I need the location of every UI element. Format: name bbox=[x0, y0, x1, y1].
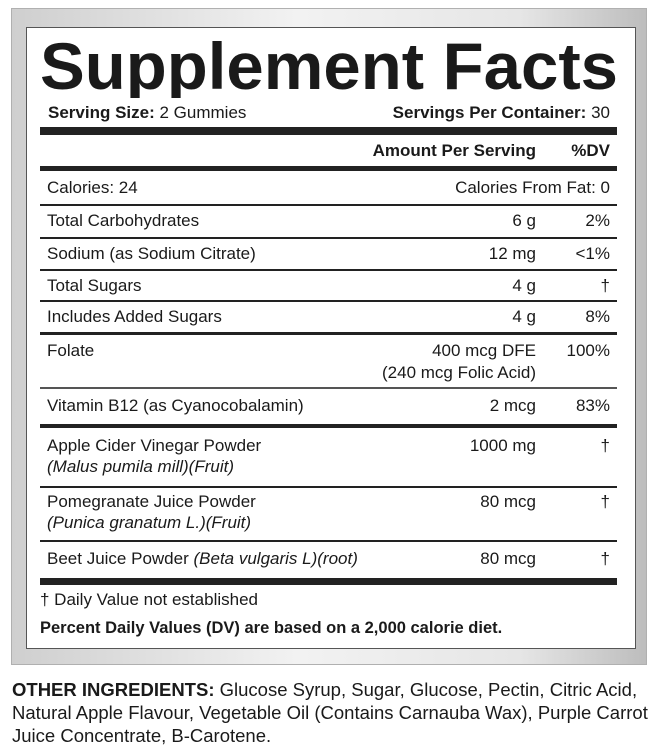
row-name: Folate bbox=[47, 341, 95, 360]
row-subname: (Malus pumila mill)(Fruit) bbox=[47, 457, 235, 476]
row-dv: † bbox=[600, 492, 610, 511]
row-name: Includes Added Sugars bbox=[47, 307, 222, 326]
row-name: Pomegranate Juice Powder bbox=[47, 492, 256, 511]
row-amount: 12 mg bbox=[488, 244, 536, 263]
serving-size-label: Serving Size: bbox=[48, 103, 155, 122]
servings-per-container: Servings Per Container: 30 bbox=[393, 103, 610, 123]
row-amount-secondary: (240 mcg Folic Acid) bbox=[382, 363, 536, 382]
row-dv: 2% bbox=[585, 211, 610, 230]
divider bbox=[40, 300, 617, 302]
row-dv: 83% bbox=[575, 396, 610, 415]
serving-size-value: 2 Gummies bbox=[159, 103, 247, 122]
servings-per-container-value: 30 bbox=[591, 103, 610, 122]
row-name: Beet Juice Powder bbox=[47, 549, 189, 568]
divider bbox=[40, 166, 617, 171]
other-ingredients-label: OTHER INGREDIENTS: bbox=[12, 679, 215, 700]
row-amount: 80 mcg bbox=[480, 549, 536, 568]
row-dv: † bbox=[600, 549, 610, 568]
row-name: Total Carbohydrates bbox=[47, 211, 200, 230]
divider bbox=[40, 387, 617, 389]
page-title: Supplement Facts bbox=[40, 32, 618, 98]
row-dv: † bbox=[600, 436, 610, 455]
row-subname: (Punica granatum L.)(Fruit) bbox=[47, 513, 252, 532]
dv-header: %DV bbox=[571, 141, 610, 160]
row-name: Sodium (as Sodium Citrate) bbox=[47, 244, 256, 263]
row-subname: (Beta vulgaris L)(root) bbox=[193, 549, 358, 568]
amount-header: Amount Per Serving bbox=[372, 141, 536, 160]
dagger-footnote: † Daily Value not established bbox=[40, 590, 258, 609]
row-amount: 400 mcg DFE bbox=[432, 341, 536, 360]
divider bbox=[40, 486, 617, 488]
divider bbox=[40, 540, 617, 542]
thick-divider bbox=[40, 424, 617, 428]
thick-divider bbox=[40, 578, 617, 585]
other-ingredients: OTHER INGREDIENTS: Glucose Syrup, Sugar,… bbox=[12, 678, 652, 747]
row-name: Total Sugars bbox=[47, 276, 142, 295]
row-amount: 80 mcg bbox=[480, 492, 536, 511]
divider bbox=[40, 237, 617, 239]
row-dv: † bbox=[600, 276, 610, 295]
divider bbox=[40, 204, 617, 206]
calories-from-fat: Calories From Fat: 0 bbox=[455, 178, 610, 197]
other-ingredients-text: Glucose Syrup, Sugar, Glucose, Pectin, C… bbox=[12, 679, 648, 746]
row-amount: 4 g bbox=[512, 307, 536, 326]
thick-divider bbox=[40, 127, 617, 135]
serving-size: Serving Size: 2 Gummies bbox=[48, 103, 246, 123]
row-amount: 4 g bbox=[512, 276, 536, 295]
divider bbox=[40, 332, 617, 335]
divider bbox=[40, 269, 617, 271]
row-dv: 8% bbox=[585, 307, 610, 326]
row-name: Apple Cider Vinegar Powder bbox=[47, 436, 262, 455]
row-amount: 6 g bbox=[512, 211, 536, 230]
title-svg: Supplement Facts bbox=[40, 32, 618, 98]
row-dv: <1% bbox=[575, 244, 611, 263]
row-dv: 100% bbox=[566, 341, 610, 360]
row-name: Vitamin B12 (as Cyanocobalamin) bbox=[47, 396, 304, 415]
servings-per-container-label: Servings Per Container: bbox=[392, 103, 587, 122]
row-amount: 1000 mg bbox=[469, 436, 536, 455]
percent-footnote: Percent Daily Values (DV) are based on a… bbox=[40, 619, 503, 637]
row-name-combined: Beet Juice Powder (Beta vulgaris L)(root… bbox=[47, 549, 358, 569]
calories: Calories: 24 bbox=[47, 178, 138, 197]
row-amount: 2 mcg bbox=[489, 396, 536, 415]
